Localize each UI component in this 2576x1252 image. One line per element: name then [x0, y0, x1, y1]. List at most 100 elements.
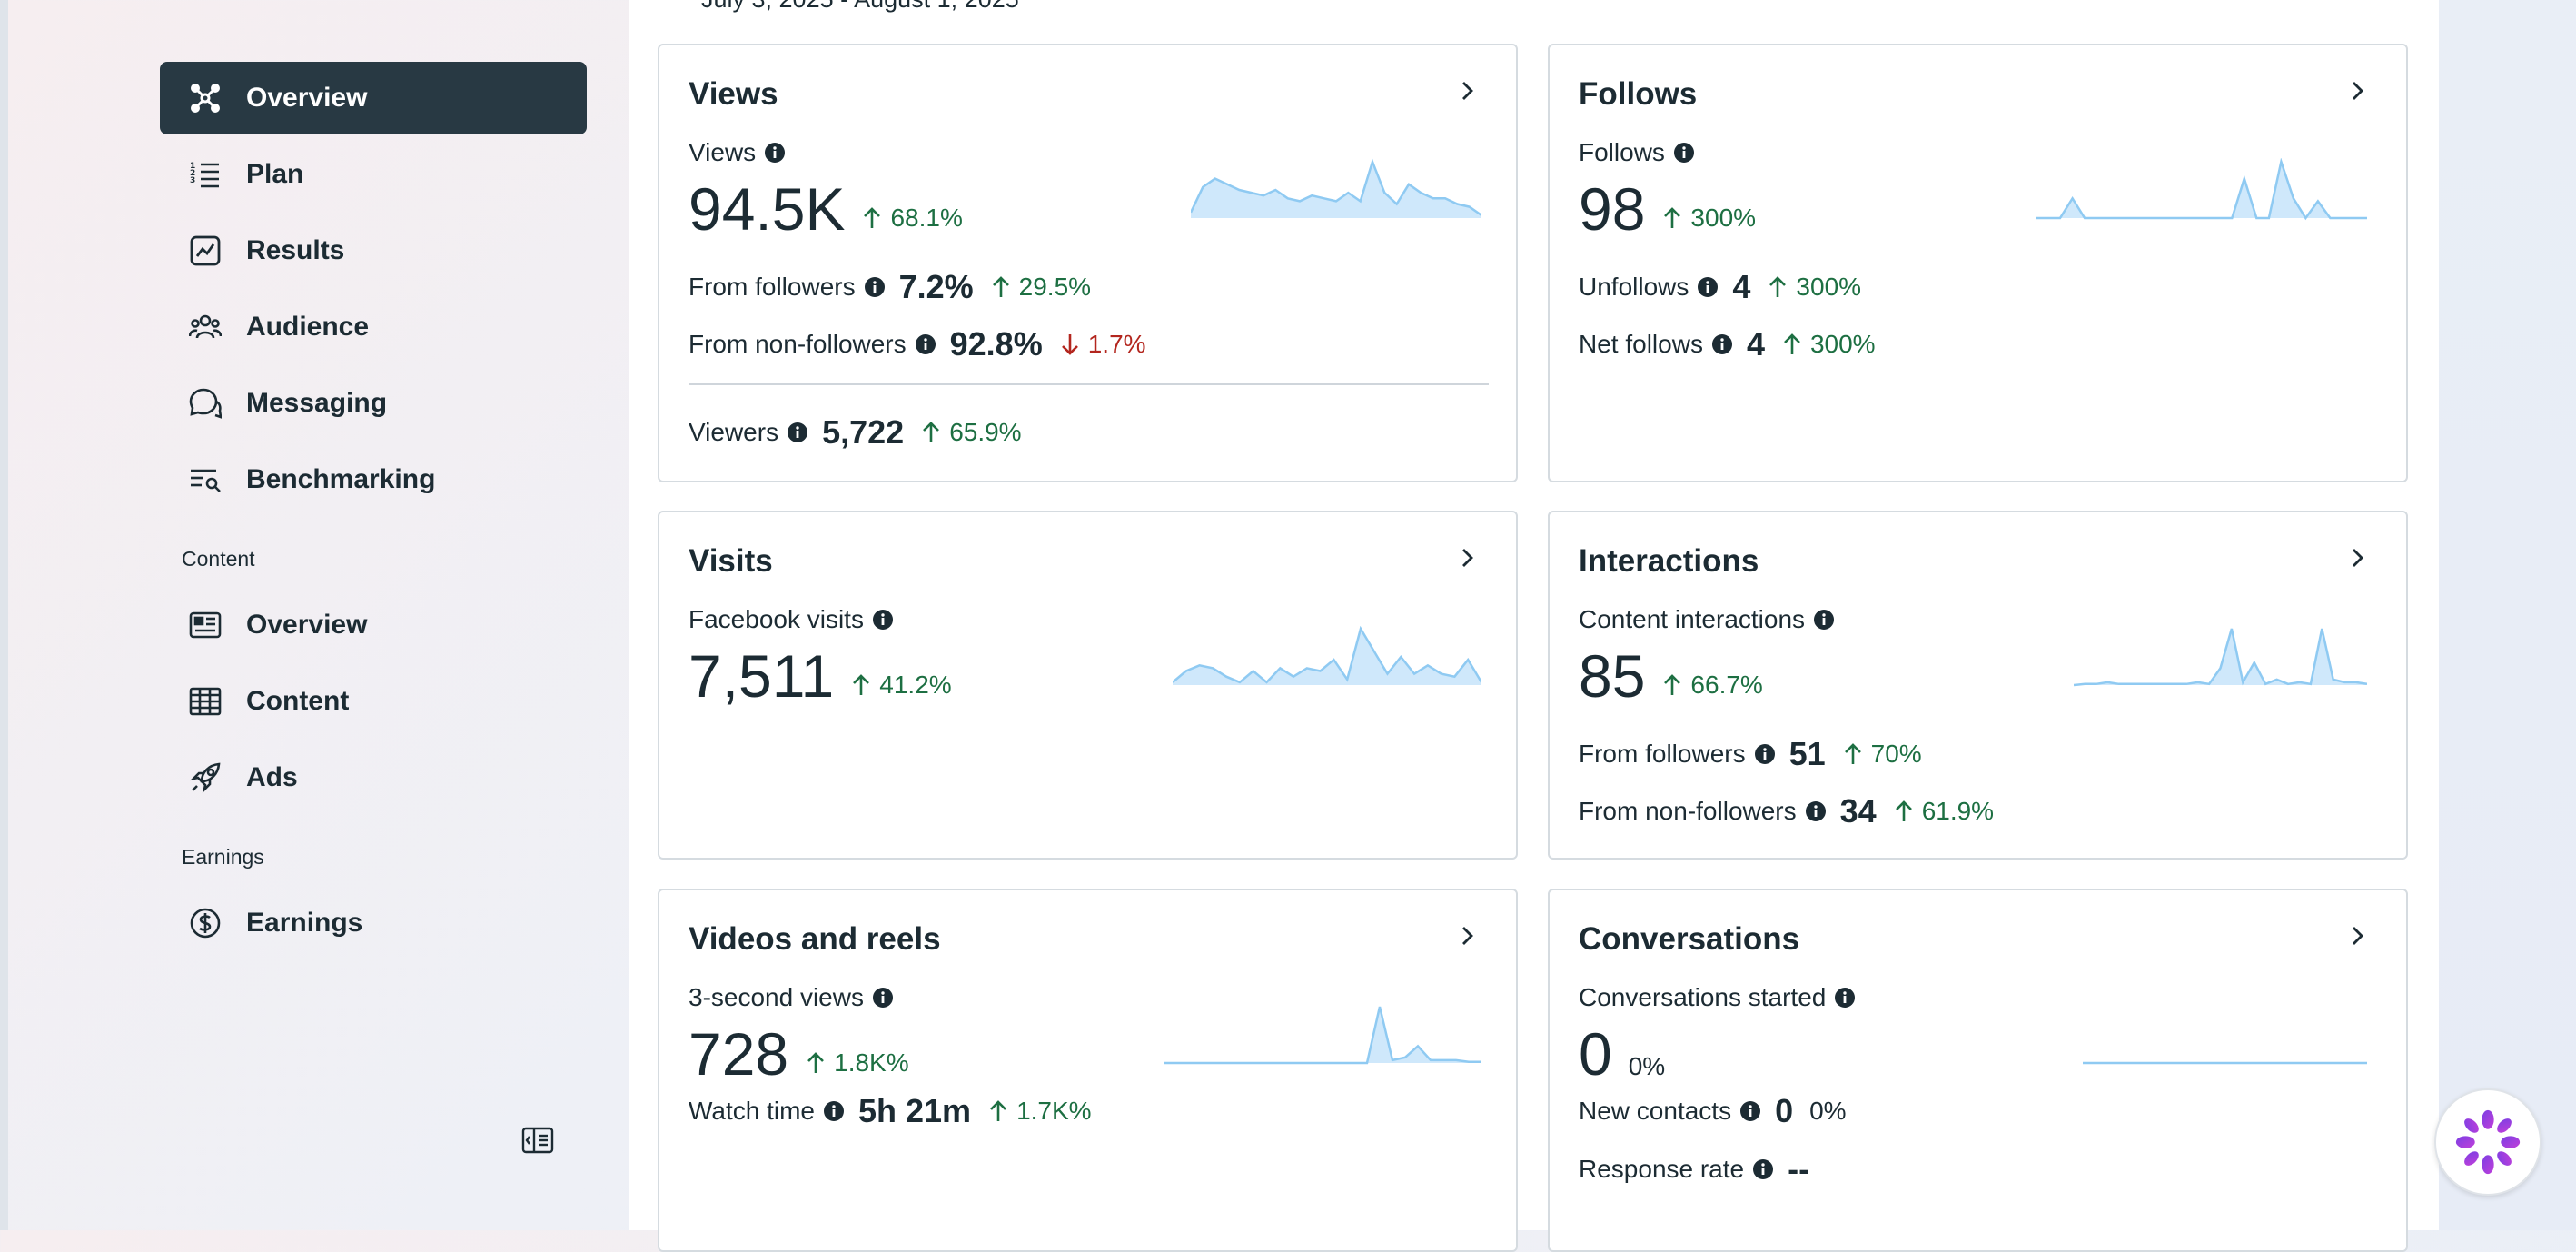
interactions-card[interactable]: Interactions Content interactions 85 66.…	[1548, 511, 2408, 860]
chevron-right-icon[interactable]	[1456, 925, 1478, 947]
sparkline-area	[2074, 629, 2367, 685]
metric-label: Views	[689, 138, 786, 167]
sidebar-item-label: Overview	[246, 83, 368, 113]
sidebar-item-content[interactable]: Content	[160, 665, 587, 738]
sidebar-item-benchmarking[interactable]: Benchmarking	[160, 443, 587, 516]
info-icon[interactable]	[1805, 801, 1826, 821]
info-icon[interactable]	[915, 334, 936, 354]
views-sparkline	[1191, 158, 1481, 218]
assistant-flower-icon	[2455, 1109, 2521, 1175]
metric-value: 94.5K 68.1%	[689, 174, 963, 243]
arrow-up-icon	[1844, 743, 1861, 764]
arrow-up-icon	[1895, 800, 1912, 821]
metric-value-text: 728	[689, 1020, 789, 1088]
chevron-right-icon[interactable]	[1456, 547, 1478, 569]
sidebar-item-label: Results	[246, 235, 345, 265]
sidebar-item-messaging[interactable]: Messaging	[160, 367, 587, 440]
sub-metric-value: 5,722	[822, 413, 905, 451]
metric-value: 728 1.8K%	[689, 1019, 909, 1088]
sparkline-line	[1191, 158, 1481, 216]
info-icon[interactable]	[872, 988, 893, 1008]
videos-card[interactable]: Videos and reels 3-second views 728 1.8K…	[658, 889, 1518, 1252]
rocket-icon	[187, 760, 223, 796]
chevron-right-icon[interactable]	[1456, 80, 1478, 102]
change-value: 41.2%	[879, 671, 952, 699]
videos-sparkline	[1164, 1006, 1481, 1065]
metric-label-text: Views	[689, 138, 757, 166]
card-title: Videos and reels	[689, 921, 941, 957]
metric-value-text: 85	[1579, 642, 1646, 710]
info-icon[interactable]	[1673, 143, 1694, 163]
chevron-right-icon[interactable]	[2346, 547, 2368, 569]
sub-metric-label: New contacts	[1579, 1097, 1732, 1125]
sub-metric-label: From followers	[689, 273, 856, 301]
change-value: 68.1%	[890, 204, 963, 232]
info-icon[interactable]	[864, 277, 885, 297]
change-indicator: 1.7K%	[987, 1097, 1092, 1126]
results-icon	[187, 233, 223, 269]
metric-value: 7,511 41.2%	[689, 641, 952, 710]
sidebar-item-ads[interactable]: Ads	[160, 741, 587, 814]
benchmarking-icon	[187, 462, 223, 498]
sidebar-section-content: Content	[182, 547, 255, 571]
sidebar-item-earnings[interactable]: Earnings	[160, 887, 587, 959]
conversations-card[interactable]: Conversations Conversations started 0 0%…	[1548, 889, 2408, 1252]
overview-icon	[187, 80, 223, 116]
content-overview-icon	[187, 607, 223, 643]
arrow-up-icon	[1664, 207, 1681, 228]
sidebar-item-overview[interactable]: Overview	[160, 62, 587, 134]
sub-metric-row: From followers 51 70%	[1579, 735, 1922, 773]
page-background-right	[2439, 0, 2576, 1230]
chevron-right-icon[interactable]	[2346, 80, 2368, 102]
change-value: 61.9%	[1921, 797, 1995, 825]
dollar-icon	[187, 905, 223, 941]
sidebar-section-earnings: Earnings	[182, 845, 264, 869]
chevron-right-icon[interactable]	[2346, 925, 2368, 947]
card-title: Follows	[1579, 76, 1698, 112]
metric-label: 3-second views	[689, 983, 893, 1012]
collapse-sidebar-button[interactable]	[517, 1123, 559, 1158]
change-indicator: 0%	[1629, 1052, 1665, 1081]
sparkline-area	[1173, 629, 1481, 685]
change-indicator: 300%	[1661, 204, 1756, 233]
sub-metric-label: From followers	[1579, 740, 1746, 768]
views-card[interactable]: Views Views 94.5K 68.1% From followers 7…	[658, 44, 1518, 482]
arrow-up-icon	[1664, 674, 1681, 695]
metric-value: 85 66.7%	[1579, 641, 1763, 710]
sub-metric-value: 4	[1732, 268, 1751, 305]
info-icon[interactable]	[872, 610, 893, 630]
info-icon[interactable]	[1698, 277, 1719, 297]
sidebar-item-results[interactable]: Results	[160, 214, 587, 287]
info-icon[interactable]	[1814, 610, 1835, 630]
metric-value-text: 7,511	[689, 642, 835, 710]
sub-metric-row: Watch time 5h 21m 1.7K%	[689, 1092, 1092, 1130]
info-icon[interactable]	[824, 1101, 844, 1121]
sub-metric-value: --	[1788, 1150, 1810, 1187]
change-indicator: 0%	[1809, 1097, 1846, 1126]
metric-value: 98 300%	[1579, 174, 1756, 243]
info-icon[interactable]	[1754, 744, 1775, 764]
arrow-up-icon	[853, 674, 870, 695]
info-icon[interactable]	[1835, 988, 1856, 1008]
sub-metric-value: 92.8%	[949, 325, 1043, 363]
arrow-up-icon	[990, 1100, 1006, 1121]
sparkline-line	[2036, 158, 2367, 221]
change-value: 1.7%	[1087, 330, 1146, 358]
arrow-up-icon	[864, 207, 881, 228]
metric-label-text: Follows	[1579, 138, 1665, 166]
svg-text:2: 2	[190, 169, 195, 178]
sidebar-item-audience[interactable]: Audience	[160, 291, 587, 363]
info-icon[interactable]	[765, 143, 786, 163]
info-icon[interactable]	[1740, 1101, 1761, 1121]
sidebar-item-label: Benchmarking	[246, 464, 436, 494]
follows-card[interactable]: Follows Follows 98 300% Unfollows 4 300%…	[1548, 44, 2408, 482]
info-icon[interactable]	[1753, 1159, 1774, 1179]
info-icon[interactable]	[1711, 334, 1732, 354]
sub-metric-value: 4	[1746, 325, 1765, 363]
ai-assistant-button[interactable]	[2434, 1088, 2541, 1196]
info-icon[interactable]	[788, 422, 808, 442]
card-title: Conversations	[1579, 921, 1800, 957]
visits-card[interactable]: Visits Facebook visits 7,511 41.2%	[658, 511, 1518, 860]
sidebar-item-content-overview[interactable]: Overview	[160, 589, 587, 661]
